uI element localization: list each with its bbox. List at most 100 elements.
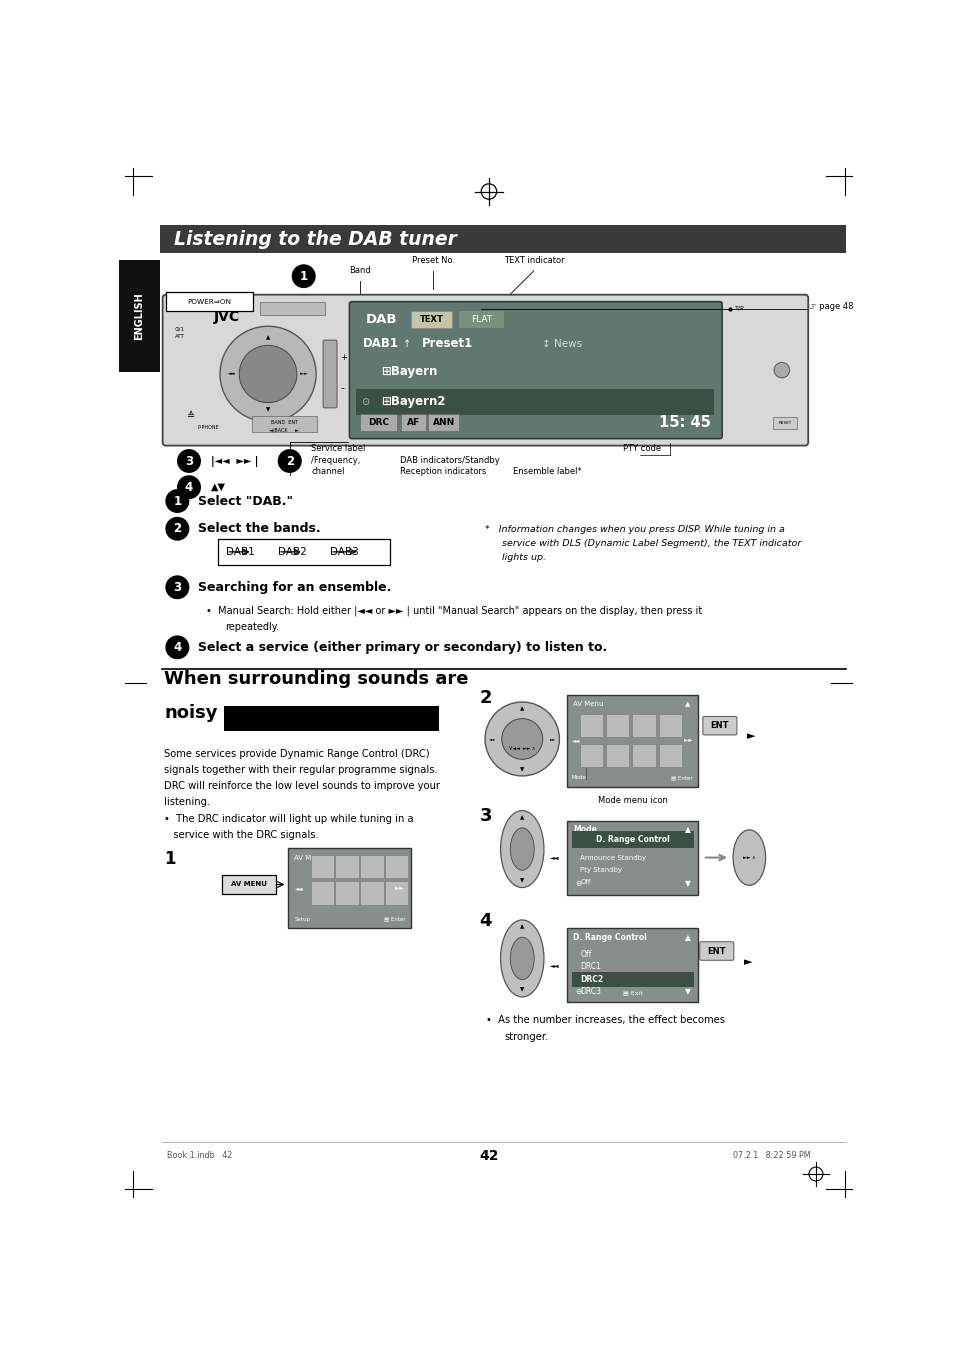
Text: Reception indicators: Reception indicators [399, 466, 485, 476]
Text: ◄◄: ◄◄ [488, 737, 495, 741]
Text: DAB1: DAB1 [363, 338, 399, 350]
Text: 07.2.1   8:22:59 PM: 07.2.1 8:22:59 PM [732, 1151, 810, 1160]
Text: Select the bands.: Select the bands. [198, 522, 320, 535]
FancyBboxPatch shape [360, 856, 383, 879]
FancyBboxPatch shape [360, 882, 383, 904]
Text: ◄◄: ◄◄ [549, 963, 558, 968]
Text: ►►: ►► [395, 886, 405, 891]
FancyBboxPatch shape [335, 882, 358, 904]
Text: ☞ page 48: ☞ page 48 [808, 303, 853, 311]
Text: ▲: ▲ [266, 335, 270, 341]
Text: ◄◄: ◄◄ [294, 886, 303, 891]
Text: Off: Off [579, 950, 591, 959]
Text: ↑: ↑ [403, 339, 411, 349]
Text: 3: 3 [173, 581, 181, 594]
Text: 3: 3 [185, 454, 193, 468]
Text: •  As the number increases, the effect becomes: • As the number increases, the effect be… [485, 1014, 724, 1025]
Text: •  The DRC indicator will light up while tuning in a: • The DRC indicator will light up while … [164, 814, 414, 823]
Text: ⊖: ⊖ [575, 879, 580, 888]
FancyBboxPatch shape [567, 821, 698, 895]
Circle shape [292, 264, 315, 288]
FancyBboxPatch shape [356, 388, 713, 415]
Circle shape [484, 702, 558, 776]
Text: ▼: ▼ [519, 879, 524, 883]
Circle shape [177, 449, 201, 473]
Text: *   Information changes when you press DISP. While tuning in a: * Information changes when you press DIS… [484, 525, 784, 534]
Text: DAB2: DAB2 [278, 546, 307, 557]
FancyBboxPatch shape [571, 830, 693, 848]
FancyBboxPatch shape [428, 414, 459, 431]
Circle shape [165, 489, 190, 512]
Text: Mode menu icon: Mode menu icon [598, 796, 667, 804]
Text: channel: channel [311, 466, 345, 476]
Text: lights up.: lights up. [501, 553, 545, 562]
Text: SRC  AV MENU: SRC AV MENU [274, 306, 309, 310]
Text: ◄◄: ◄◄ [549, 854, 558, 860]
Text: PTY code: PTY code [622, 443, 660, 453]
FancyBboxPatch shape [311, 882, 334, 904]
FancyBboxPatch shape [699, 942, 733, 960]
Text: ►►: ►► [299, 372, 308, 376]
FancyBboxPatch shape [658, 714, 681, 737]
Text: ATT: ATT [174, 334, 184, 339]
FancyBboxPatch shape [385, 882, 408, 904]
Ellipse shape [500, 811, 543, 887]
Circle shape [165, 576, 190, 599]
FancyBboxPatch shape [311, 856, 334, 879]
Text: Some services provide Dynamic Range Control (DRC): Some services provide Dynamic Range Cont… [164, 749, 430, 758]
Circle shape [277, 449, 301, 473]
Text: When surrounding sounds are: When surrounding sounds are [164, 671, 468, 688]
Text: FLAT: FLAT [471, 315, 492, 324]
FancyBboxPatch shape [166, 292, 253, 311]
Text: Ensemble label*: Ensemble label* [513, 466, 581, 476]
Text: DRC will reinforce the low level sounds to improve your: DRC will reinforce the low level sounds … [164, 781, 439, 791]
FancyBboxPatch shape [579, 714, 602, 737]
Circle shape [177, 476, 201, 499]
FancyBboxPatch shape [632, 744, 655, 767]
Text: ▲: ▲ [519, 815, 524, 821]
Ellipse shape [732, 830, 765, 886]
Text: ⊞Bayern2: ⊞Bayern2 [381, 395, 445, 408]
Text: Off: Off [579, 879, 590, 886]
FancyBboxPatch shape [323, 341, 336, 408]
Text: ◄◄: ◄◄ [228, 372, 235, 376]
Text: ⊞Bayern: ⊞Bayern [381, 365, 437, 379]
Text: DAB indicators/Standby: DAB indicators/Standby [399, 456, 499, 465]
FancyBboxPatch shape [632, 714, 655, 737]
Text: +: + [340, 353, 347, 362]
Text: ►: ► [746, 731, 755, 741]
Circle shape [501, 719, 542, 760]
FancyBboxPatch shape [411, 311, 452, 327]
Text: AV MENU: AV MENU [231, 882, 267, 887]
Text: 15: 45: 15: 45 [658, 415, 710, 430]
Text: TEXT: TEXT [419, 315, 443, 324]
Text: AF: AF [407, 418, 420, 427]
Text: -: - [340, 383, 344, 393]
Text: DRC2: DRC2 [579, 975, 603, 984]
Text: ▲: ▲ [519, 706, 524, 711]
Text: ⊙: ⊙ [360, 396, 369, 407]
Text: Listening to the DAB tuner: Listening to the DAB tuner [173, 230, 456, 249]
Text: ↕ News: ↕ News [541, 339, 581, 349]
Text: ⊙/1: ⊙/1 [174, 326, 185, 331]
Text: ▲: ▲ [519, 925, 524, 929]
Text: Book 1.indb   42: Book 1.indb 42 [167, 1151, 233, 1160]
Text: ►►: ►► [549, 737, 556, 741]
Text: RESET: RESET [778, 422, 791, 426]
Text: 3: 3 [479, 807, 492, 825]
Text: AV Menu: AV Menu [294, 854, 325, 861]
Text: DRC3: DRC3 [579, 987, 600, 996]
Text: Setup: Setup [294, 917, 310, 922]
Text: service with the DRC signals.: service with the DRC signals. [164, 830, 318, 840]
FancyBboxPatch shape [567, 695, 698, 787]
Text: Service label: Service label [311, 443, 365, 453]
Text: Announce Standby: Announce Standby [579, 854, 646, 861]
Circle shape [220, 326, 315, 422]
Text: 42: 42 [478, 1149, 498, 1163]
Text: DAB1: DAB1 [226, 546, 254, 557]
Text: 4: 4 [479, 913, 492, 930]
FancyBboxPatch shape [579, 744, 602, 767]
Text: ◄/BACK     ►: ◄/BACK ► [269, 427, 299, 433]
FancyBboxPatch shape [702, 717, 736, 735]
Text: service with DLS (Dynamic Label Segment), the TEXT indicator: service with DLS (Dynamic Label Segment)… [501, 539, 801, 549]
